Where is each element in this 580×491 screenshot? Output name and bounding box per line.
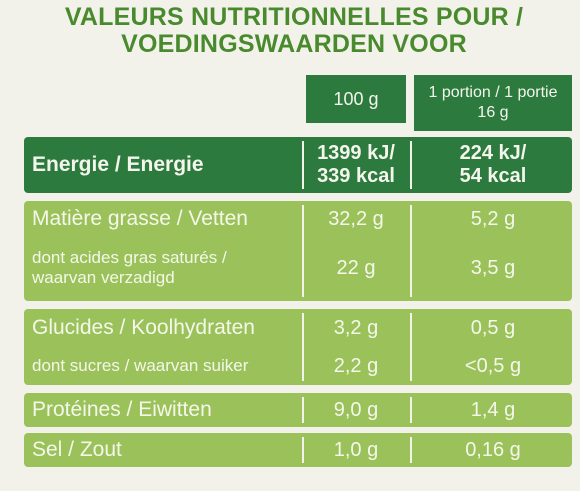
row-fat-group: Matière grasse / Vetten 32,2 g 5,2 g don… <box>24 201 572 301</box>
row-protein-100g: 9,0 g <box>333 398 379 421</box>
row-saturated: dont acides gras saturés / waarvan verza… <box>24 239 572 297</box>
energy-portion-kj: 224 kJ/ <box>459 142 527 164</box>
row-carbs-label: Glucides / Koolhydraten <box>32 316 255 339</box>
row-fat-portion: 5,2 g <box>470 207 516 230</box>
column-header-100g-label: 100 g <box>333 88 379 109</box>
column-divider <box>302 141 304 189</box>
saturated-label-line-2: waarvan verzadigd <box>32 268 175 287</box>
saturated-label-line-1: dont acides gras saturés / <box>32 248 227 267</box>
row-salt-portion: 0,16 g <box>465 438 521 461</box>
row-salt-label: Sel / Zout <box>32 438 122 461</box>
row-energy-portion: 224 kJ/ 54 kcal <box>414 137 572 193</box>
column-divider <box>410 397 412 423</box>
row-saturated-label: dont acides gras saturés / waarvan verza… <box>32 239 302 297</box>
column-divider <box>302 397 304 423</box>
row-sugars-label: dont sucres / waarvan suiker <box>32 356 249 375</box>
column-divider <box>302 437 304 463</box>
row-saturated-100g: 22 g <box>336 256 376 279</box>
title-line-2: VOEDINGSWAARDEN VOOR <box>121 30 467 58</box>
row-carbs-portion: 0,5 g <box>470 316 516 339</box>
row-energy-label: Energie / Energie <box>32 153 204 176</box>
row-fat-label: Matière grasse / Vetten <box>32 207 248 230</box>
row-saturated-portion: 3,5 g <box>470 256 516 279</box>
energy-portion-kcal: 54 kcal <box>459 165 527 187</box>
column-divider <box>410 313 412 381</box>
row-carbs-group: Glucides / Koolhydraten 3,2 g 0,5 g dont… <box>24 309 572 385</box>
column-divider <box>410 437 412 463</box>
row-fat: Matière grasse / Vetten 32,2 g 5,2 g <box>24 201 572 237</box>
energy-100g-kcal: 339 kcal <box>317 165 395 187</box>
row-energy-100g: 1399 kJ/ 339 kcal <box>306 137 406 193</box>
column-divider <box>302 205 304 297</box>
energy-100g-kj: 1399 kJ/ <box>317 142 395 164</box>
row-protein-label: Protéines / Eiwitten <box>32 398 212 421</box>
row-energy: Energie / Energie 1399 kJ/ 339 kcal 224 … <box>24 137 572 193</box>
row-protein-portion: 1,4 g <box>470 398 516 421</box>
row-protein: Protéines / Eiwitten 9,0 g 1,4 g <box>24 393 572 427</box>
row-salt-100g: 1,0 g <box>333 438 379 461</box>
column-divider <box>410 141 412 189</box>
row-sugars-portion: <0,5 g <box>464 354 522 377</box>
column-header-portion-line-2: 16 g <box>477 104 509 121</box>
column-divider <box>410 205 412 297</box>
row-salt: Sel / Zout 1,0 g 0,16 g <box>24 433 572 467</box>
column-header-portion: 1 portion / 1 portie 16 g <box>414 75 572 131</box>
row-carbs: Glucides / Koolhydraten 3,2 g 0,5 g <box>24 309 572 347</box>
row-sugars-100g: 2,2 g <box>333 354 379 377</box>
column-header-portion-line-1: 1 portion / 1 portie <box>428 84 558 101</box>
column-header-100g: 100 g <box>306 75 406 123</box>
title-line-1: VALEURS NUTRITIONNELLES POUR / <box>64 3 524 31</box>
column-divider <box>302 313 304 381</box>
nutrition-title: VALEURS NUTRITIONNELLES POUR / VOEDINGSW… <box>24 4 564 58</box>
row-carbs-100g: 3,2 g <box>333 316 379 339</box>
row-sugars: dont sucres / waarvan suiker 2,2 g <0,5 … <box>24 347 572 385</box>
row-fat-100g: 32,2 g <box>328 207 384 230</box>
